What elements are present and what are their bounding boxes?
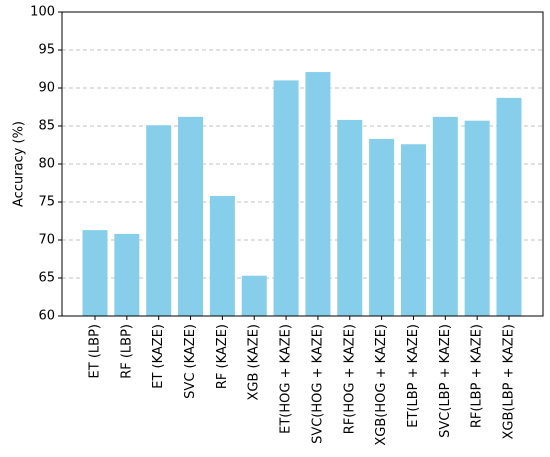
x-tick-label: SVC(HOG + KAZE) [310, 324, 325, 444]
x-tick-label: RF(HOG + KAZE) [342, 324, 357, 434]
bar [400, 144, 426, 316]
bar [432, 116, 458, 316]
x-tick-label: ET (KAZE) [151, 324, 166, 389]
x-tick-label: ET(LBP + KAZE) [406, 324, 421, 428]
x-tick-label: SVC (KAZE) [183, 324, 198, 399]
y-tick-label: 65 [38, 271, 55, 286]
bar [496, 97, 522, 316]
x-tick-label: RF (KAZE) [215, 324, 230, 389]
y-axis-label: Accuracy (%) [12, 121, 27, 207]
bar [241, 275, 267, 316]
y-tick-label: 60 [38, 309, 55, 324]
y-tick-label: 85 [38, 119, 55, 134]
bar [178, 116, 204, 316]
y-tick-label: 70 [38, 233, 55, 248]
y-tick-label: 75 [38, 195, 55, 210]
x-tick-label: RF(LBP + KAZE) [470, 324, 485, 428]
x-tick-label: XGB (KAZE) [247, 324, 262, 400]
bar [209, 195, 235, 316]
bar [369, 138, 395, 316]
x-tick-label: ET (LBP) [88, 324, 103, 378]
plot-frame [61, 11, 544, 317]
bar [305, 72, 331, 316]
bar [273, 80, 299, 317]
y-tick-label: 100 [30, 5, 55, 20]
x-tick-label: XGB(HOG + KAZE) [374, 324, 389, 446]
x-tick-label: SVC(LBP + KAZE) [438, 324, 453, 438]
bar [114, 233, 140, 316]
x-tick-label: XGB(LBP + KAZE) [502, 324, 517, 440]
bar [464, 120, 490, 317]
bar [337, 119, 363, 316]
y-tick-label: 90 [38, 81, 55, 96]
y-tick-label: 95 [38, 43, 55, 58]
x-tick-label: RF (LBP) [119, 324, 134, 379]
bar [146, 125, 172, 317]
bar [82, 230, 108, 316]
y-tick-label: 80 [38, 157, 55, 172]
x-tick-label: ET(HOG + KAZE) [279, 324, 294, 434]
